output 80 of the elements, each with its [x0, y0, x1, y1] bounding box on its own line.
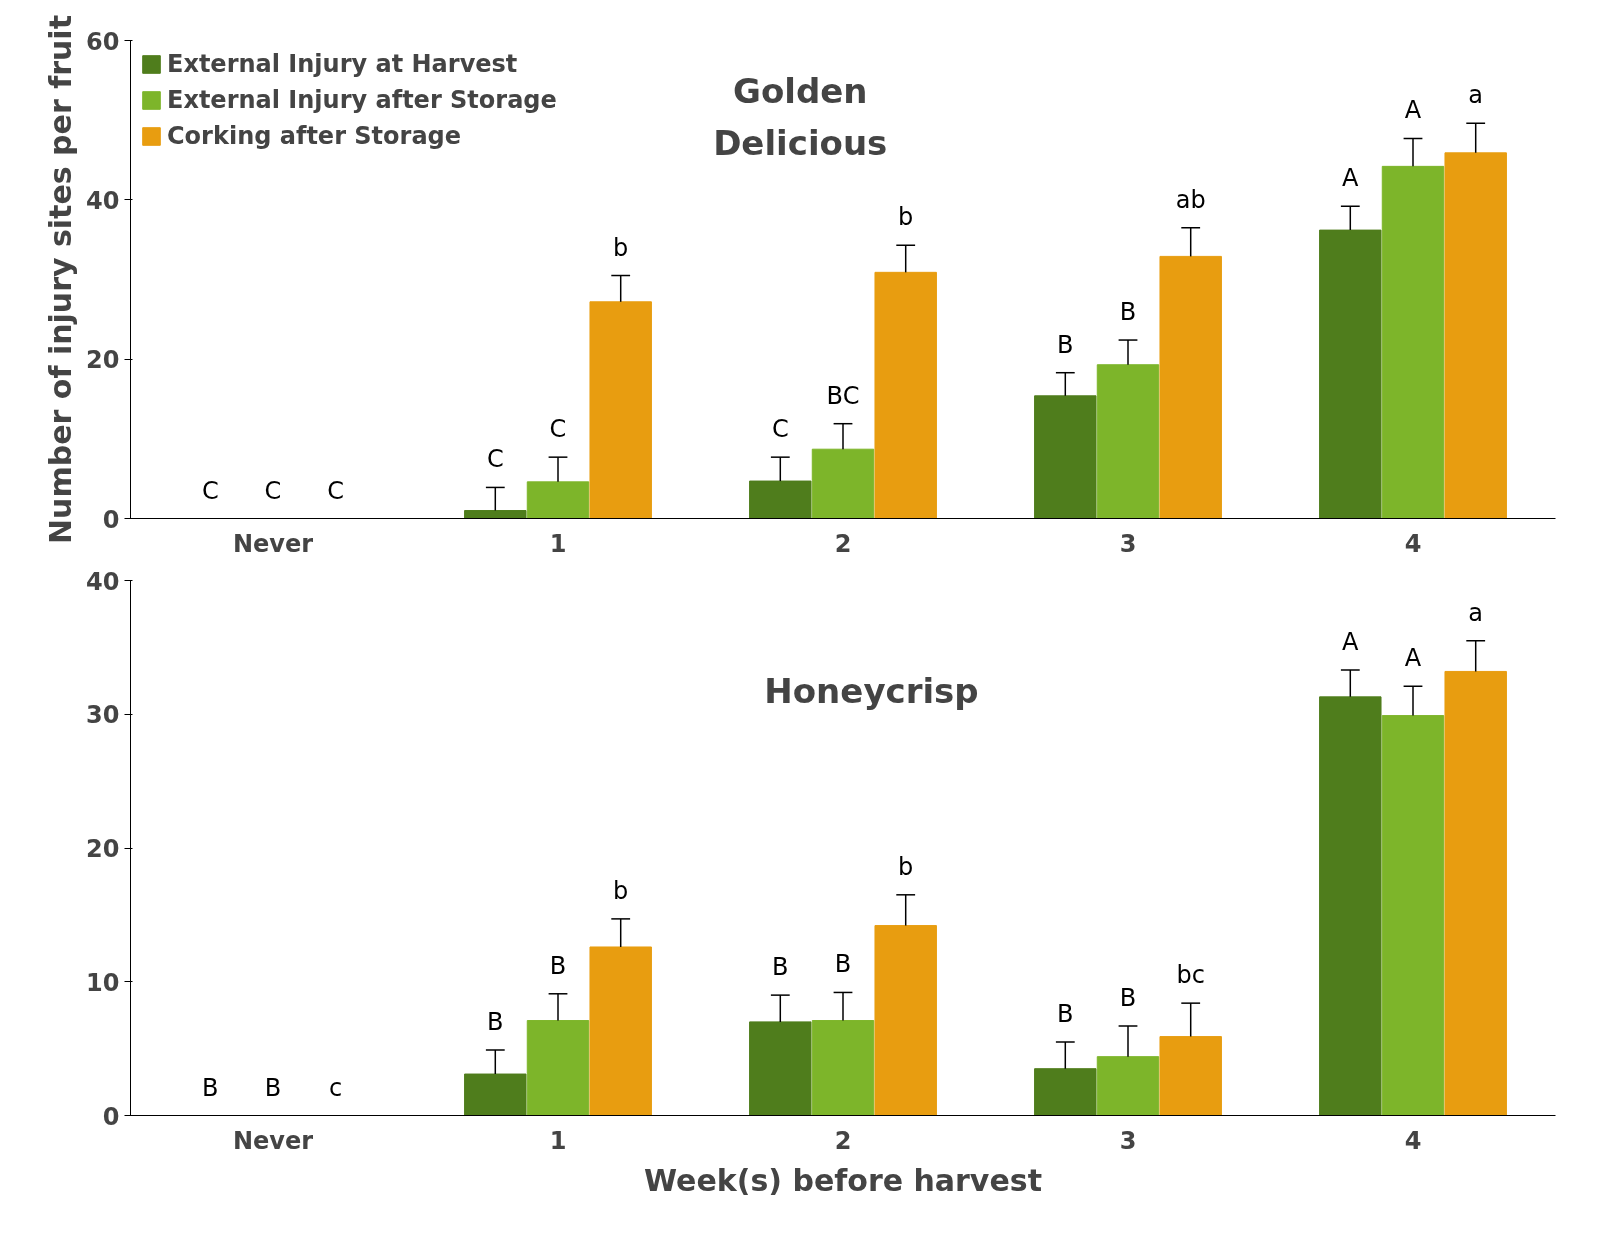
bar: [1381, 165, 1445, 519]
data-label: b: [613, 876, 629, 905]
bar: [1034, 1068, 1097, 1116]
x-tick-label: 1: [549, 529, 567, 558]
data-label: b: [613, 233, 629, 262]
data-label: a: [1468, 598, 1484, 627]
bar: [749, 480, 812, 519]
data-label: ab: [1175, 185, 1206, 214]
bar: [1159, 1036, 1222, 1116]
data-label: C: [264, 476, 282, 505]
data-label: B: [1057, 330, 1074, 359]
bar: [1444, 670, 1507, 1116]
x-tick-label: 4: [1404, 529, 1422, 558]
y-axis-title: Number of injury sites per fruit: [43, 15, 79, 544]
data-label: a: [1468, 81, 1484, 110]
text: Golden Delicious: [713, 70, 888, 163]
data-label: A: [1404, 644, 1422, 673]
y-tick-label: 20: [86, 346, 120, 375]
bar: [526, 1020, 590, 1116]
data-label: B: [1119, 983, 1137, 1012]
data-label: A: [1342, 164, 1360, 193]
data-label: c: [329, 1073, 343, 1102]
data-label: B: [487, 1007, 504, 1036]
bar: [811, 1020, 875, 1116]
bar: [811, 448, 875, 519]
bar: [464, 510, 527, 519]
data-label: C: [327, 476, 345, 505]
bar: [1381, 715, 1445, 1116]
data-label: B: [1057, 999, 1074, 1028]
x-tick-label: 2: [834, 529, 852, 558]
x-axis-title: Week(s) before harvest: [644, 1162, 1042, 1198]
data-label: B: [834, 950, 852, 979]
legend-label: External Injury after Storage: [167, 86, 557, 114]
data-label: B: [202, 1073, 219, 1102]
y-tick-label: 40: [86, 186, 120, 215]
bar: [1034, 395, 1097, 519]
data-label: C: [486, 445, 504, 474]
data-label: B: [772, 953, 789, 982]
legend-label: Corking after Storage: [167, 122, 462, 150]
x-tick-label: Never: [232, 529, 314, 558]
data-label: A: [1342, 628, 1360, 657]
bar: [589, 301, 652, 519]
bar: [1319, 696, 1382, 1116]
text: Honeycrisp: [764, 670, 979, 711]
bar: [1444, 152, 1507, 519]
y-tick-label: 0: [102, 505, 120, 534]
x-tick-label: 2: [834, 1126, 852, 1155]
bar: [1159, 255, 1222, 519]
bar: [589, 946, 652, 1116]
y-tick-label: 60: [86, 27, 120, 56]
y-tick-label: 30: [86, 701, 120, 730]
x-tick-label: 3: [1119, 529, 1137, 558]
x-tick-label: 1: [549, 1126, 567, 1155]
bar: [874, 271, 937, 519]
x-tick-label: 3: [1119, 1126, 1137, 1155]
data-label: b: [898, 203, 914, 232]
x-tick-label: 4: [1404, 1126, 1422, 1155]
bar: [1096, 1056, 1160, 1116]
y-tick-label: 10: [86, 968, 120, 997]
data-label: B: [1119, 298, 1137, 327]
data-label: bc: [1176, 961, 1205, 990]
bar: [1096, 364, 1160, 519]
data-label: BC: [826, 381, 860, 410]
data-label: b: [898, 852, 914, 881]
data-label: C: [201, 476, 219, 505]
legend-label: External Injury at Harvest: [167, 50, 518, 78]
y-tick-label: 20: [86, 835, 120, 863]
bar: [526, 481, 590, 519]
data-label: A: [1404, 96, 1422, 125]
data-label: C: [549, 415, 567, 444]
data-label: C: [771, 415, 789, 444]
data-label: B: [549, 951, 567, 980]
bar: [1319, 229, 1382, 519]
bar: [874, 925, 937, 1116]
data-label: B: [264, 1073, 282, 1102]
y-tick-label: 40: [86, 567, 120, 596]
x-tick-label: Never: [232, 1126, 314, 1155]
y-tick-label: 0: [102, 1102, 120, 1131]
bar: [749, 1021, 812, 1116]
bar: [464, 1073, 527, 1116]
